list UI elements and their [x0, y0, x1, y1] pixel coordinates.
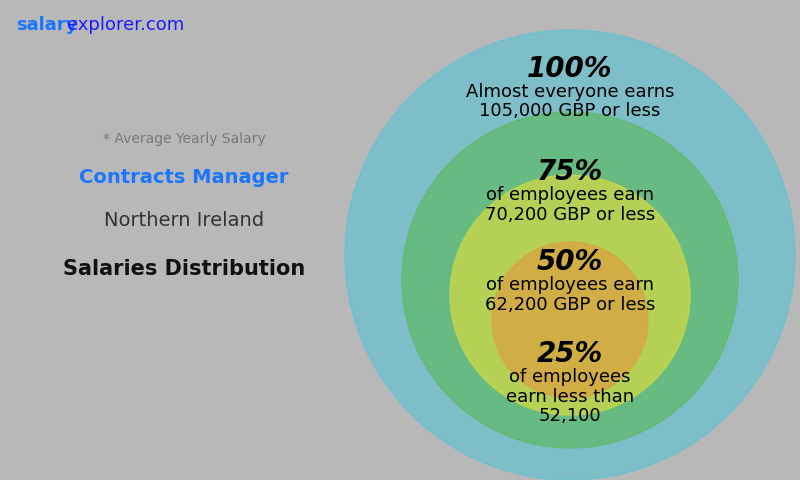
- Text: 75%: 75%: [537, 158, 603, 186]
- Text: Contracts Manager: Contracts Manager: [79, 168, 289, 187]
- Text: explorer.com: explorer.com: [66, 16, 184, 34]
- Text: 52,100: 52,100: [538, 407, 602, 425]
- Text: Almost everyone earns: Almost everyone earns: [466, 83, 674, 101]
- Text: 62,200 GBP or less: 62,200 GBP or less: [485, 296, 655, 313]
- Circle shape: [492, 242, 648, 398]
- Text: of employees: of employees: [510, 368, 630, 386]
- Text: * Average Yearly Salary: * Average Yearly Salary: [102, 132, 266, 146]
- Circle shape: [402, 112, 738, 448]
- Text: Salaries Distribution: Salaries Distribution: [63, 259, 305, 279]
- Text: 25%: 25%: [537, 340, 603, 368]
- Text: 50%: 50%: [537, 248, 603, 276]
- Text: of employees earn: of employees earn: [486, 186, 654, 204]
- Text: salary: salary: [16, 16, 78, 34]
- Text: Northern Ireland: Northern Ireland: [104, 211, 264, 230]
- Text: of employees earn: of employees earn: [486, 276, 654, 294]
- Text: 105,000 GBP or less: 105,000 GBP or less: [479, 103, 661, 120]
- Text: 100%: 100%: [527, 55, 613, 83]
- Text: 70,200 GBP or less: 70,200 GBP or less: [485, 205, 655, 224]
- Text: earn less than: earn less than: [506, 387, 634, 406]
- Circle shape: [345, 30, 795, 480]
- Circle shape: [450, 175, 690, 415]
